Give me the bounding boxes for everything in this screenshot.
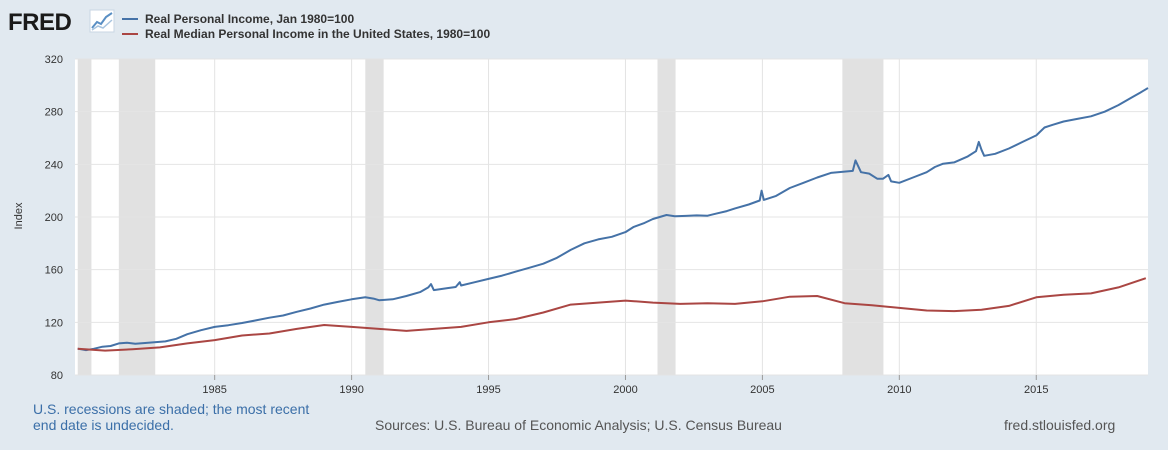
- chart-gridlines: [75, 58, 1148, 376]
- legend-swatch-blue: [122, 17, 138, 20]
- recession-note: U.S. recessions are shaded; the most rec…: [33, 401, 310, 433]
- x-tick-label: 1990: [339, 384, 363, 396]
- y-tick-label: 80: [51, 370, 63, 382]
- sources-text: Sources: U.S. Bureau of Economic Analysi…: [375, 417, 782, 433]
- y-tick-label: 120: [45, 317, 63, 329]
- fred-logo-text: FRED: [8, 9, 72, 34]
- legend-label: Real Median Personal Income in the Unite…: [145, 26, 491, 41]
- legend-swatch-red: [122, 32, 138, 35]
- chart-legend: Real Personal Income, Jan 1980=100 Real …: [122, 11, 490, 41]
- legend-label: Real Personal Income, Jan 1980=100: [145, 11, 355, 26]
- x-tick-label: 2010: [887, 384, 911, 396]
- chart-series: [77, 87, 1149, 352]
- y-tick-label: 240: [45, 159, 63, 171]
- y-axis-label: Index: [13, 202, 25, 229]
- fred-logo[interactable]: FRED: [8, 8, 118, 36]
- y-axis-ticks: 80 120 160 200 240 280 320: [45, 54, 63, 382]
- series-line-2: [77, 277, 1147, 352]
- legend-item-real-personal-income[interactable]: Real Personal Income, Jan 1980=100: [122, 11, 490, 26]
- x-tick-label: 2000: [613, 384, 637, 396]
- y-tick-label: 160: [45, 265, 63, 277]
- y-tick-label: 280: [45, 107, 63, 119]
- x-axis-ticks: 1985 1990 1995 2000 2005 2010 2015: [202, 375, 1049, 396]
- y-tick-label: 320: [45, 54, 63, 66]
- y-tick-label: 200: [45, 212, 63, 224]
- line-chart: 80 120 160 200 240 280 320 1985 1990 1995 2000 200…: [13, 54, 1149, 396]
- x-tick-label: 1985: [202, 384, 226, 396]
- series-line-1: [77, 87, 1149, 352]
- x-tick-label: 1995: [476, 384, 500, 396]
- x-tick-label: 2005: [750, 384, 774, 396]
- legend-item-real-median-personal-income[interactable]: Real Median Personal Income in the Unite…: [122, 26, 490, 41]
- site-link[interactable]: fred.stlouisfed.org: [1004, 417, 1116, 433]
- chart-line-icon: [89, 9, 115, 33]
- x-tick-label: 2015: [1024, 384, 1048, 396]
